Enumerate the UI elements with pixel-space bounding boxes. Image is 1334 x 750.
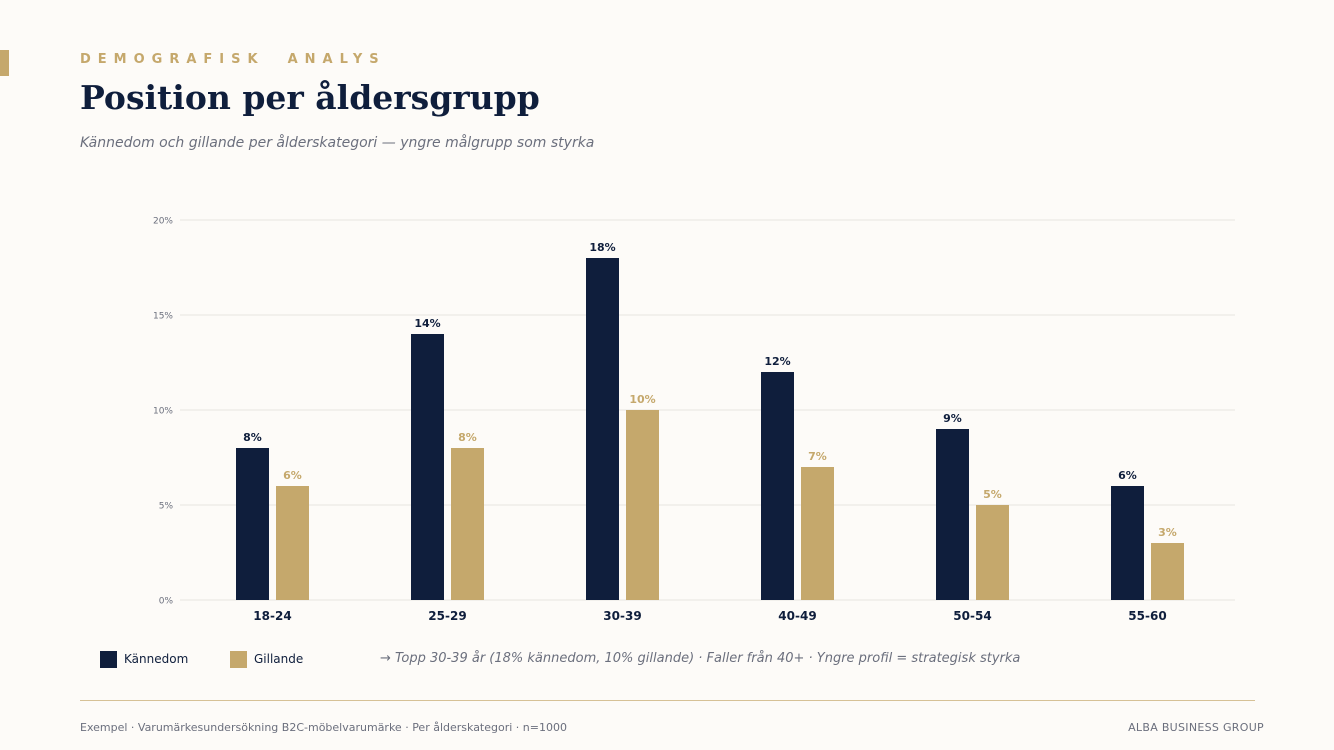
x-tick-label: 55-60 bbox=[1128, 609, 1166, 623]
bar-kannedom bbox=[236, 448, 269, 600]
legend-swatch-gillande bbox=[230, 650, 247, 668]
footer-divider bbox=[80, 700, 1255, 701]
x-tick-label: 50-54 bbox=[953, 609, 991, 623]
page-subtitle: Kännedom och gillande per ålderskategori… bbox=[80, 135, 595, 151]
bar-gillande bbox=[801, 467, 834, 600]
section-kicker: DEMOGRAFISK ANALYS bbox=[80, 52, 386, 67]
bar-gillande bbox=[451, 448, 484, 600]
page-title: Position per åldersgrupp bbox=[80, 78, 540, 117]
bar-kannedom bbox=[1111, 486, 1144, 600]
bar-gillande bbox=[276, 486, 309, 600]
bar-gillande bbox=[976, 505, 1009, 600]
bar-kannedom bbox=[936, 429, 969, 600]
y-tick-label: 10% bbox=[153, 407, 173, 417]
bar-chart: 0% 5% 10% 15% 20% 8% 6% 18-24 14% 8% 25-29 18% 10% 30… bbox=[153, 217, 1235, 623]
legend-label-kannedom: Kännedom bbox=[124, 652, 189, 666]
insight-note: → Topp 30-39 år (18% kännedom, 10% gilla… bbox=[380, 651, 1021, 666]
data-label: 9% bbox=[943, 412, 962, 425]
data-label: 8% bbox=[458, 431, 477, 444]
y-tick-label: 5% bbox=[159, 502, 174, 512]
x-tick-label: 18-24 bbox=[253, 609, 291, 623]
data-label: 6% bbox=[1118, 469, 1137, 482]
x-tick-label: 30-39 bbox=[603, 609, 641, 623]
data-label: 7% bbox=[808, 450, 827, 463]
data-label: 5% bbox=[983, 488, 1002, 501]
bar-gillande bbox=[626, 410, 659, 600]
y-tick-label: 0% bbox=[159, 597, 174, 607]
y-tick-label: 20% bbox=[153, 217, 173, 227]
data-label: 10% bbox=[629, 393, 655, 406]
footer-brand: ALBA BUSINESS GROUP bbox=[1128, 721, 1264, 734]
footer-source: Exempel · Varumärkesundersökning B2C-möb… bbox=[80, 721, 567, 734]
y-tick-label: 15% bbox=[153, 312, 173, 322]
data-label: 8% bbox=[243, 431, 262, 444]
legend-label-gillande: Gillande bbox=[254, 652, 304, 666]
data-label: 3% bbox=[1158, 526, 1177, 539]
x-tick-label: 25-29 bbox=[428, 609, 466, 623]
legend-swatch-kannedom bbox=[100, 650, 117, 668]
bar-kannedom bbox=[586, 258, 619, 600]
data-label: 14% bbox=[414, 317, 440, 330]
accent-bar bbox=[0, 50, 9, 76]
data-label: 18% bbox=[589, 241, 615, 254]
data-label: 6% bbox=[283, 469, 302, 482]
x-tick-label: 40-49 bbox=[778, 609, 816, 623]
legend-item-gillande: Gillande bbox=[230, 650, 303, 668]
data-label: 12% bbox=[764, 355, 790, 368]
bar-kannedom bbox=[411, 334, 444, 600]
bar-kannedom bbox=[761, 372, 794, 600]
bar-gillande bbox=[1151, 543, 1184, 600]
legend-item-kannedom: Kännedom bbox=[100, 650, 188, 668]
